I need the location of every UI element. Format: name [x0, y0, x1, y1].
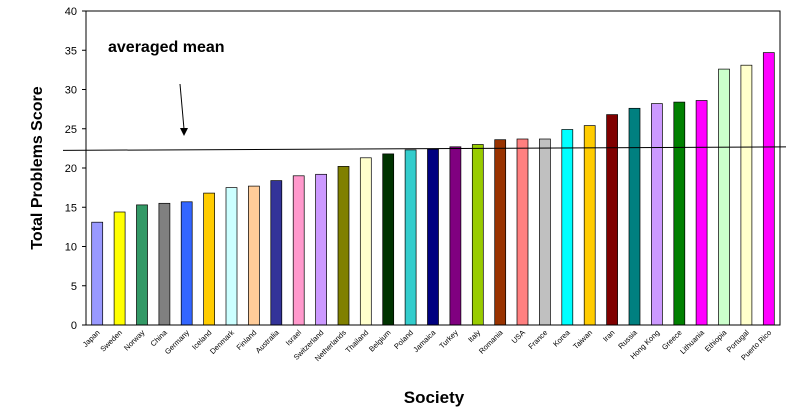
bar-iceland	[203, 192, 215, 326]
bar-china	[158, 202, 171, 326]
x-tick-label: Denmark	[208, 328, 236, 356]
bar-italy	[471, 144, 484, 326]
bar-portugal	[740, 64, 753, 326]
y-ticks-group: 0 5 10 15 20 25 30 35 40	[65, 6, 86, 332]
bar-japan	[91, 221, 104, 326]
y-tick-label: 0	[71, 320, 77, 332]
bar-finland	[248, 185, 260, 326]
y-tick-label: 35	[65, 45, 77, 57]
bar-switzerland	[315, 173, 327, 326]
bar-turkey	[449, 146, 462, 326]
x-tick-label: Jamaica	[411, 327, 438, 354]
x-tick-label: France	[526, 328, 549, 351]
x-tick-label: Japan	[81, 328, 102, 349]
bar-australia	[270, 180, 283, 326]
x-tick-label: Thailand	[343, 328, 370, 355]
bar-ethiopia	[718, 68, 730, 326]
x-tick-label: USA	[510, 328, 527, 345]
bar-jamaica	[427, 148, 439, 326]
bar-romania	[494, 139, 507, 326]
x-tick-label: Norway	[122, 328, 147, 353]
y-tick-label: 20	[65, 163, 77, 175]
x-tick-label: Turkey	[437, 328, 460, 351]
y-tick-label: 10	[65, 242, 77, 254]
bar-israel	[292, 175, 305, 326]
x-tick-label: Germany	[163, 328, 191, 356]
x-tick-label: Sweden	[98, 328, 124, 354]
x-tick-label: Belgium	[367, 328, 393, 354]
y-axis-title: Total Problems Score	[29, 86, 46, 249]
x-tick-label: Israel	[284, 328, 304, 348]
y-tick-label: 40	[65, 6, 77, 18]
x-axis-title: Society	[404, 388, 465, 407]
x-tick-label: Iran	[601, 328, 617, 344]
bar-poland	[404, 149, 417, 326]
bars-group	[91, 52, 775, 326]
y-tick-label: 5	[71, 281, 77, 293]
bar-thailand	[359, 157, 372, 326]
x-tick-label: Ethiopia	[703, 327, 729, 353]
averaged-mean-arrow-head	[180, 128, 188, 136]
bar-netherlands	[337, 166, 350, 326]
bar-sweden	[113, 211, 126, 326]
x-tick-label: Taiwan	[571, 328, 594, 351]
averaged-mean-label: averaged mean	[108, 39, 225, 56]
bar-lithuania	[695, 100, 708, 326]
bar-russia	[628, 107, 641, 326]
x-tick-label: Lithuania	[678, 327, 706, 355]
bar-france	[539, 138, 551, 326]
y-tick-label: 25	[65, 124, 77, 136]
bar-iran	[606, 114, 618, 326]
x-tick-label: Korea	[551, 327, 572, 348]
y-tick-label: 15	[65, 202, 77, 214]
bar-greece	[673, 101, 686, 326]
averaged-mean-arrow-shaft	[179, 83, 185, 130]
bar-germany	[180, 201, 193, 326]
bar-hong-kong	[651, 103, 663, 326]
bar-taiwan	[583, 125, 596, 326]
bar-usa	[516, 138, 529, 326]
bar-norway	[136, 204, 148, 326]
averaged-mean-line	[62, 146, 786, 151]
x-tick-label: Italy	[466, 328, 482, 344]
bar-puerto-rico	[762, 52, 775, 326]
x-tick-label: Romania	[477, 327, 505, 355]
bar-korea	[561, 129, 574, 326]
y-tick-label: 30	[65, 85, 77, 97]
bar-denmark	[225, 187, 238, 326]
bar-belgium	[382, 153, 395, 326]
x-tick-label: Australia	[254, 327, 282, 355]
